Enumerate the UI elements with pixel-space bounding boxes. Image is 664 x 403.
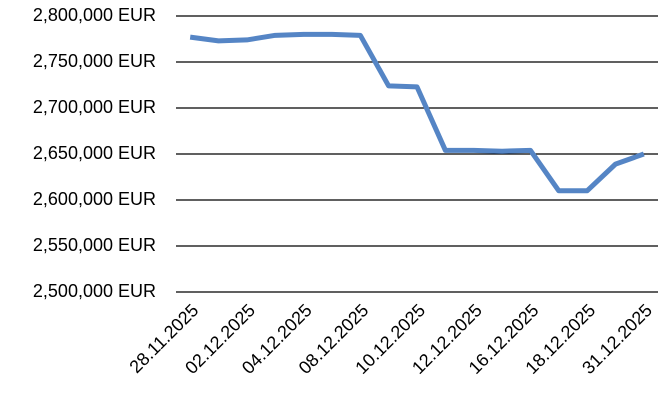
y-tick-label: 2,750,000 EUR [33,51,156,71]
y-tick-label: 2,650,000 EUR [33,143,156,163]
y-tick-label: 2,800,000 EUR [33,5,156,25]
y-tick-label: 2,700,000 EUR [33,97,156,117]
line-series [189,31,645,194]
y-tick-label: 2,600,000 EUR [33,189,156,209]
y-tick-label: 2,550,000 EUR [33,235,156,255]
y-tick-label: 2,500,000 EUR [33,281,156,301]
